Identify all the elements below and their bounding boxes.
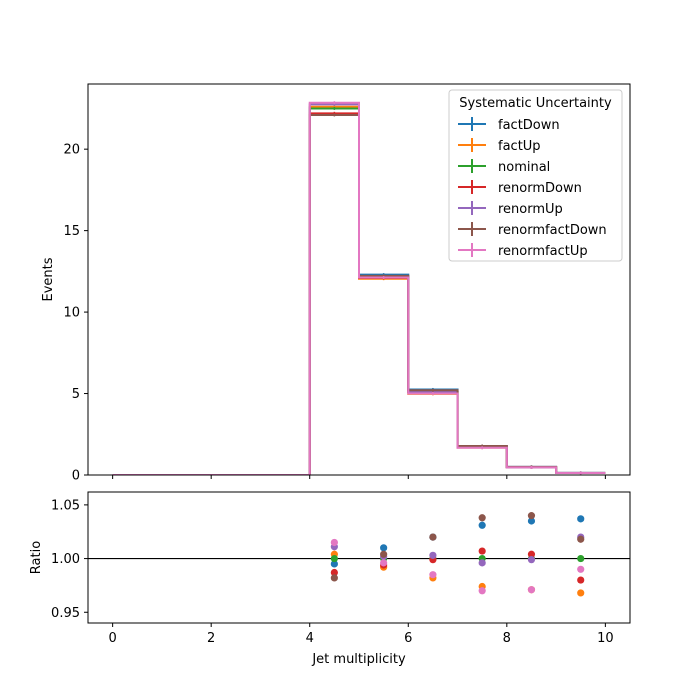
legend-entry-factDown: factDown	[458, 117, 560, 133]
ratio-point-renormfactDown	[527, 512, 536, 520]
ratio-y-tick-label: 0.95	[51, 606, 80, 621]
ratio-point-renormfactUp	[527, 586, 536, 594]
legend-entry-renormfactUp: renormfactUp	[458, 243, 588, 259]
ratio-point-renormfactDown	[380, 550, 388, 558]
ratio-point-factDown	[478, 521, 486, 529]
ratio-point-renormDown	[330, 568, 338, 577]
y-tick-label: 5	[72, 387, 80, 402]
ratio-point-factDown	[527, 517, 536, 525]
legend: Systematic Uncertainty factDown factUp nomi…	[448, 89, 623, 262]
legend-label: renormfactDown	[498, 223, 607, 238]
y-tick-label: 20	[63, 143, 80, 158]
legend-label: nominal	[498, 160, 550, 175]
legend-entry-renormDown: renormDown	[458, 180, 582, 196]
legend-entry-renormUp: renormUp	[458, 201, 563, 217]
ratio-y-tick-label: 1.05	[51, 498, 80, 513]
ratio-point-renormUp	[429, 551, 437, 559]
legend-title: Systematic Uncertainty	[459, 96, 612, 111]
ratio-plot-panel: 0.95 1.00 1.05 0 2 4 6 8 10 Ratio Jet multiplicity	[29, 491, 631, 667]
y-axis-label-events: Events	[41, 257, 56, 301]
ratio-point-renormfactUp	[380, 559, 388, 567]
legend-label: renormfactUp	[498, 244, 588, 259]
ratio-point-renormUp	[527, 556, 536, 564]
ratio-point-renormDown	[478, 547, 486, 555]
x-tick-label: 10	[597, 631, 614, 646]
legend-entry-factUp: factUp	[458, 138, 541, 154]
legend-label: factDown	[498, 118, 560, 133]
step-histograms	[112, 101, 606, 475]
x-tick-label: 2	[207, 631, 215, 646]
legend-entry-nominal: nominal	[458, 159, 550, 175]
main-plot-frame	[87, 83, 631, 476]
y-tick-label: 15	[63, 224, 80, 239]
ratio-point-factUp	[577, 589, 585, 597]
legend-box	[448, 89, 623, 262]
x-tick-label: 8	[503, 631, 511, 646]
histogram-renormfactUp	[112, 101, 606, 475]
x-tick-label: 4	[306, 631, 314, 646]
ratio-point-renormUp	[478, 559, 486, 567]
main-plot-panel: 0 5 10 15 20 Events	[41, 83, 631, 484]
ratio-point-renormfactUp	[577, 565, 585, 573]
x-axis-label: Jet multiplicity	[311, 652, 406, 667]
legend-label: factUp	[498, 139, 541, 154]
ratio-point-nominal	[577, 554, 585, 563]
ratio-point-nominal	[330, 554, 338, 563]
ratio-y-tick-label: 1.00	[51, 552, 80, 567]
x-tick-label: 0	[108, 631, 116, 646]
ratio-plot-frame	[87, 491, 631, 624]
legend-label: renormUp	[498, 202, 563, 217]
x-tick-label: 6	[404, 631, 412, 646]
ratio-point-renormDown	[577, 576, 585, 584]
ratio-point-factDown	[577, 515, 585, 523]
ratio-point-renormfactDown	[478, 514, 486, 522]
y-tick-label: 10	[63, 306, 80, 321]
ratio-point-renormfactUp	[429, 571, 437, 579]
y-axis-label-ratio: Ratio	[29, 541, 44, 574]
legend-label: renormDown	[498, 181, 582, 196]
ratio-point-renormfactUp	[330, 538, 338, 547]
ratio-point-renormfactDown	[429, 533, 437, 541]
ratio-point-renormfactDown	[577, 535, 585, 543]
y-tick-label: 0	[72, 469, 80, 484]
ratio-point-factDown	[380, 544, 388, 552]
ratio-point-factDown	[330, 560, 338, 568]
legend-entry-renormfactDown: renormfactDown	[458, 222, 607, 238]
ratio-point-renormfactUp	[478, 587, 486, 595]
ratio-point-renormDown	[527, 550, 536, 558]
ratio-point-renormfactDown	[330, 574, 338, 582]
